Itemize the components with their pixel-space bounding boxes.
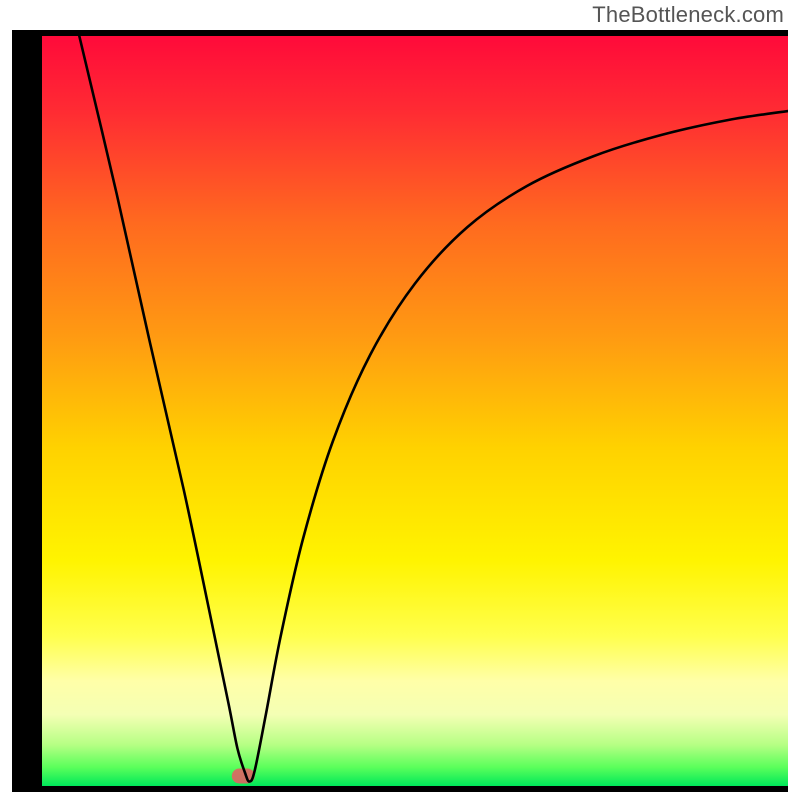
watermark-text: TheBottleneck.com <box>592 2 784 28</box>
plot-area <box>42 36 788 786</box>
bottleneck-curve <box>42 36 788 786</box>
bottleneck-curve-path <box>79 36 788 782</box>
chart-stage: TheBottleneck.com <box>0 0 800 800</box>
